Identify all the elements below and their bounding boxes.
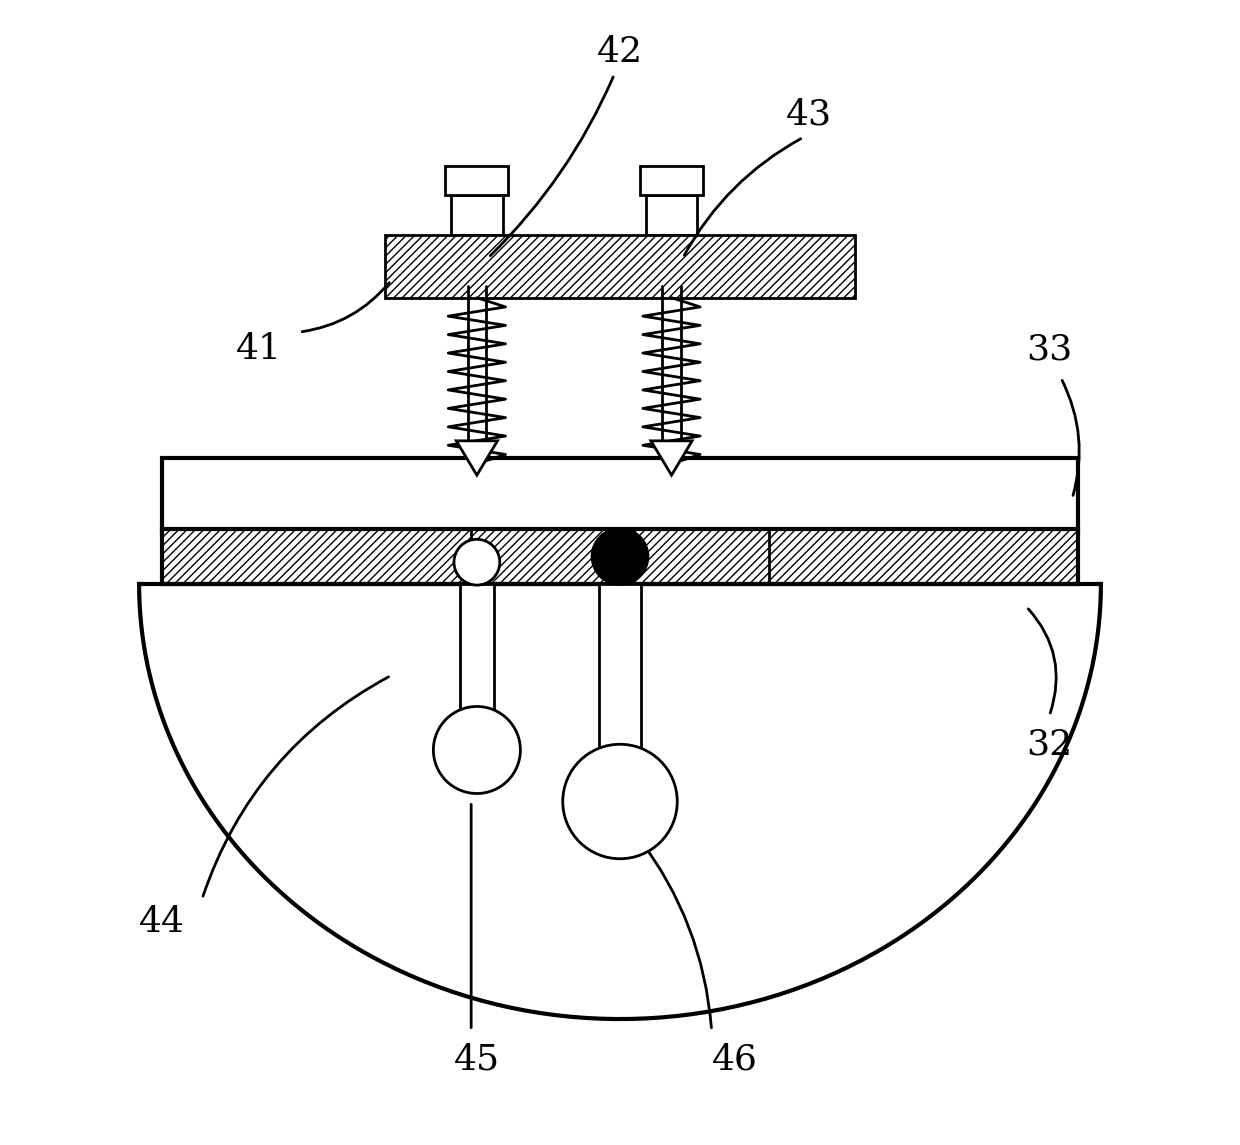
- Text: 43: 43: [786, 97, 832, 132]
- Circle shape: [433, 706, 521, 793]
- Bar: [162, 529, 1078, 584]
- Circle shape: [563, 744, 677, 859]
- Text: 33: 33: [1027, 332, 1073, 366]
- Text: 32: 32: [1027, 727, 1073, 761]
- Circle shape: [591, 528, 649, 585]
- FancyBboxPatch shape: [460, 584, 494, 779]
- Text: 44: 44: [139, 905, 185, 939]
- FancyBboxPatch shape: [162, 458, 1078, 532]
- Text: 41: 41: [237, 332, 283, 366]
- Polygon shape: [456, 441, 497, 475]
- Bar: [162, 529, 1078, 584]
- Text: 42: 42: [596, 34, 644, 69]
- Bar: [386, 235, 854, 298]
- Text: 46: 46: [712, 1042, 758, 1076]
- FancyBboxPatch shape: [445, 166, 508, 195]
- FancyBboxPatch shape: [451, 195, 502, 235]
- Text: 45: 45: [454, 1042, 500, 1076]
- Bar: [386, 235, 854, 298]
- FancyBboxPatch shape: [646, 195, 697, 235]
- FancyBboxPatch shape: [640, 166, 703, 195]
- Circle shape: [454, 539, 500, 585]
- FancyBboxPatch shape: [599, 584, 641, 836]
- Polygon shape: [651, 441, 692, 475]
